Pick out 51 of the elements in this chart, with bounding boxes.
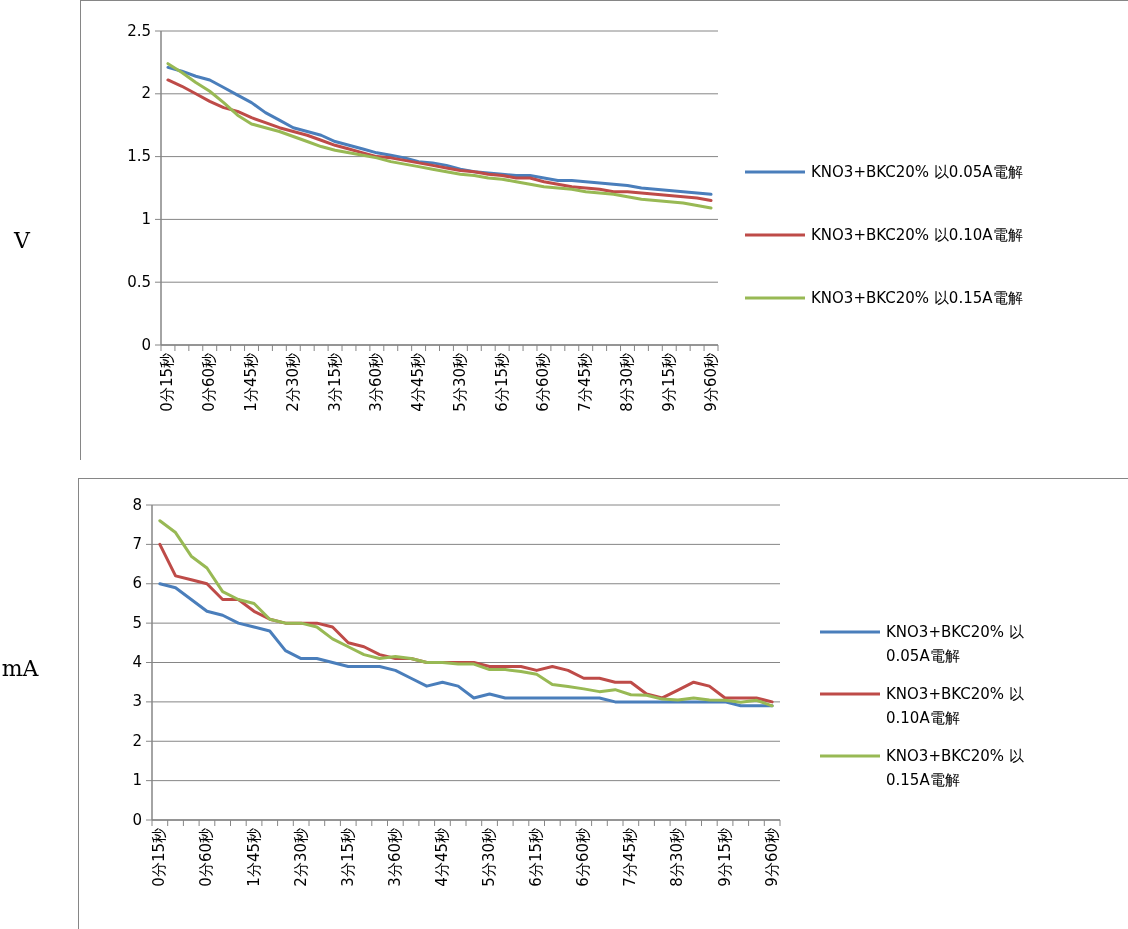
x-tick-label: 7分45秒: [576, 353, 595, 412]
y-axis-title: V: [13, 228, 32, 253]
legend-label: KNO3+BKC20% 以0.05A電解: [811, 162, 1023, 181]
x-tick-label: 2分30秒: [283, 353, 302, 412]
x-tick-label: 0分60秒: [197, 828, 216, 887]
y-tick-label: 0.5: [127, 272, 151, 291]
legend-label: KNO3+BKC20% 以0.15A電解: [886, 746, 1024, 789]
x-tick-label: 6分60秒: [534, 353, 553, 412]
x-tick-label: 6分60秒: [574, 828, 593, 887]
legend-label: KNO3+BKC20% 以0.10A電解: [811, 225, 1023, 244]
legend-label: KNO3+BKC20% 以0.15A電解: [811, 288, 1023, 307]
y-tick-label: 1: [141, 209, 151, 228]
legend-label: KNO3+BKC20% 以0.10A電解: [886, 684, 1024, 727]
legend-label: KNO3+BKC20% 以0.05A電解: [886, 622, 1024, 665]
x-tick-label: 9分60秒: [762, 828, 781, 887]
y-tick-label: 1.5: [127, 147, 151, 166]
x-tick-label: 4分45秒: [409, 353, 428, 412]
y-tick-label: 0: [132, 810, 142, 829]
x-tick-label: 5分30秒: [480, 828, 499, 887]
x-tick-label: 8分30秒: [617, 353, 636, 412]
y-tick-label: 5: [132, 613, 142, 632]
y-tick-label: 7: [132, 534, 142, 553]
x-tick-label: 9分60秒: [701, 353, 720, 412]
y-tick-label: 2: [132, 731, 142, 750]
x-tick-label: 3分15秒: [338, 828, 357, 887]
x-tick-label: 4分45秒: [432, 828, 451, 887]
y-tick-label: 2.5: [127, 21, 151, 40]
x-tick-label: 3分15秒: [325, 353, 344, 412]
y-axis-title: mA: [1, 656, 40, 681]
x-tick-label: 6分15秒: [527, 828, 546, 887]
x-tick-label: 9分15秒: [659, 353, 678, 412]
x-tick-label: 0分15秒: [158, 353, 177, 412]
x-tick-label: 1分45秒: [242, 353, 261, 412]
y-tick-label: 8: [132, 495, 142, 514]
x-tick-label: 0分15秒: [150, 828, 169, 887]
x-tick-label: 3分60秒: [385, 828, 404, 887]
y-tick-label: 4: [132, 653, 142, 671]
y-tick-label: 0: [141, 335, 151, 354]
x-tick-label: 9分15秒: [715, 828, 734, 887]
x-tick-label: 3分60秒: [367, 353, 386, 412]
x-tick-label: 2分30秒: [291, 828, 310, 887]
x-tick-label: 0分60秒: [200, 353, 219, 412]
x-tick-label: 5分30秒: [450, 353, 469, 412]
x-tick-label: 8分30秒: [668, 828, 687, 887]
x-tick-label: 6分15秒: [492, 353, 511, 412]
y-tick-label: 6: [132, 574, 142, 593]
x-tick-label: 1分45秒: [244, 828, 263, 887]
y-tick-label: 2: [141, 84, 151, 103]
y-tick-label: 1: [132, 771, 142, 790]
y-tick-label: 3: [132, 692, 142, 711]
x-tick-label: 7分45秒: [621, 828, 640, 887]
